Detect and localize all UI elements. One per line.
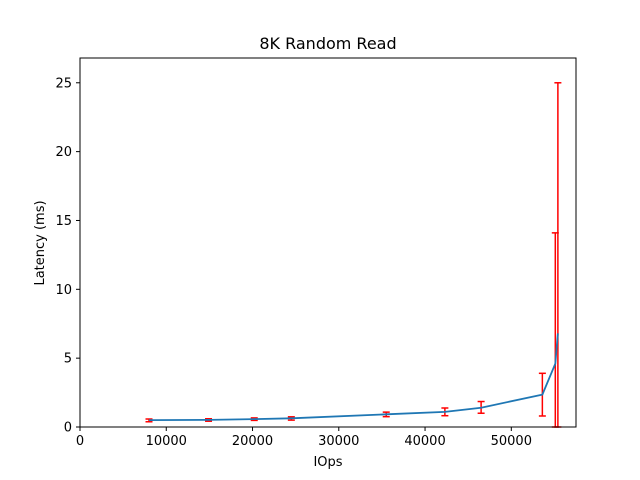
y-tick-label: 5 [64,352,72,367]
y-tick-label: 10 [55,283,72,298]
x-tick-label: 40000 [404,434,445,449]
chart-title: 8K Random Read [259,34,396,53]
x-tick-label: 10000 [146,434,187,449]
line-group [148,333,559,422]
x-tick-label: 0 [76,434,84,449]
y-axis-ticks: 0 5 10 15 20 25 [55,76,80,436]
x-axis-ticks: 0 10000 20000 30000 40000 50000 [76,427,532,449]
x-tick-label: 20000 [232,434,273,449]
x-axis-label: IOps [313,455,342,470]
x-tick-label: 50000 [491,434,532,449]
y-tick-label: 20 [55,145,72,160]
y-axis-label: Latency (ms) [33,200,48,285]
plot-frame [79,57,577,428]
series-line [149,333,559,422]
y-tick-label: 15 [55,214,72,229]
y-tick-label: 25 [55,76,72,91]
y-tick-label: 0 [64,421,72,436]
x-tick-label: 30000 [318,434,359,449]
